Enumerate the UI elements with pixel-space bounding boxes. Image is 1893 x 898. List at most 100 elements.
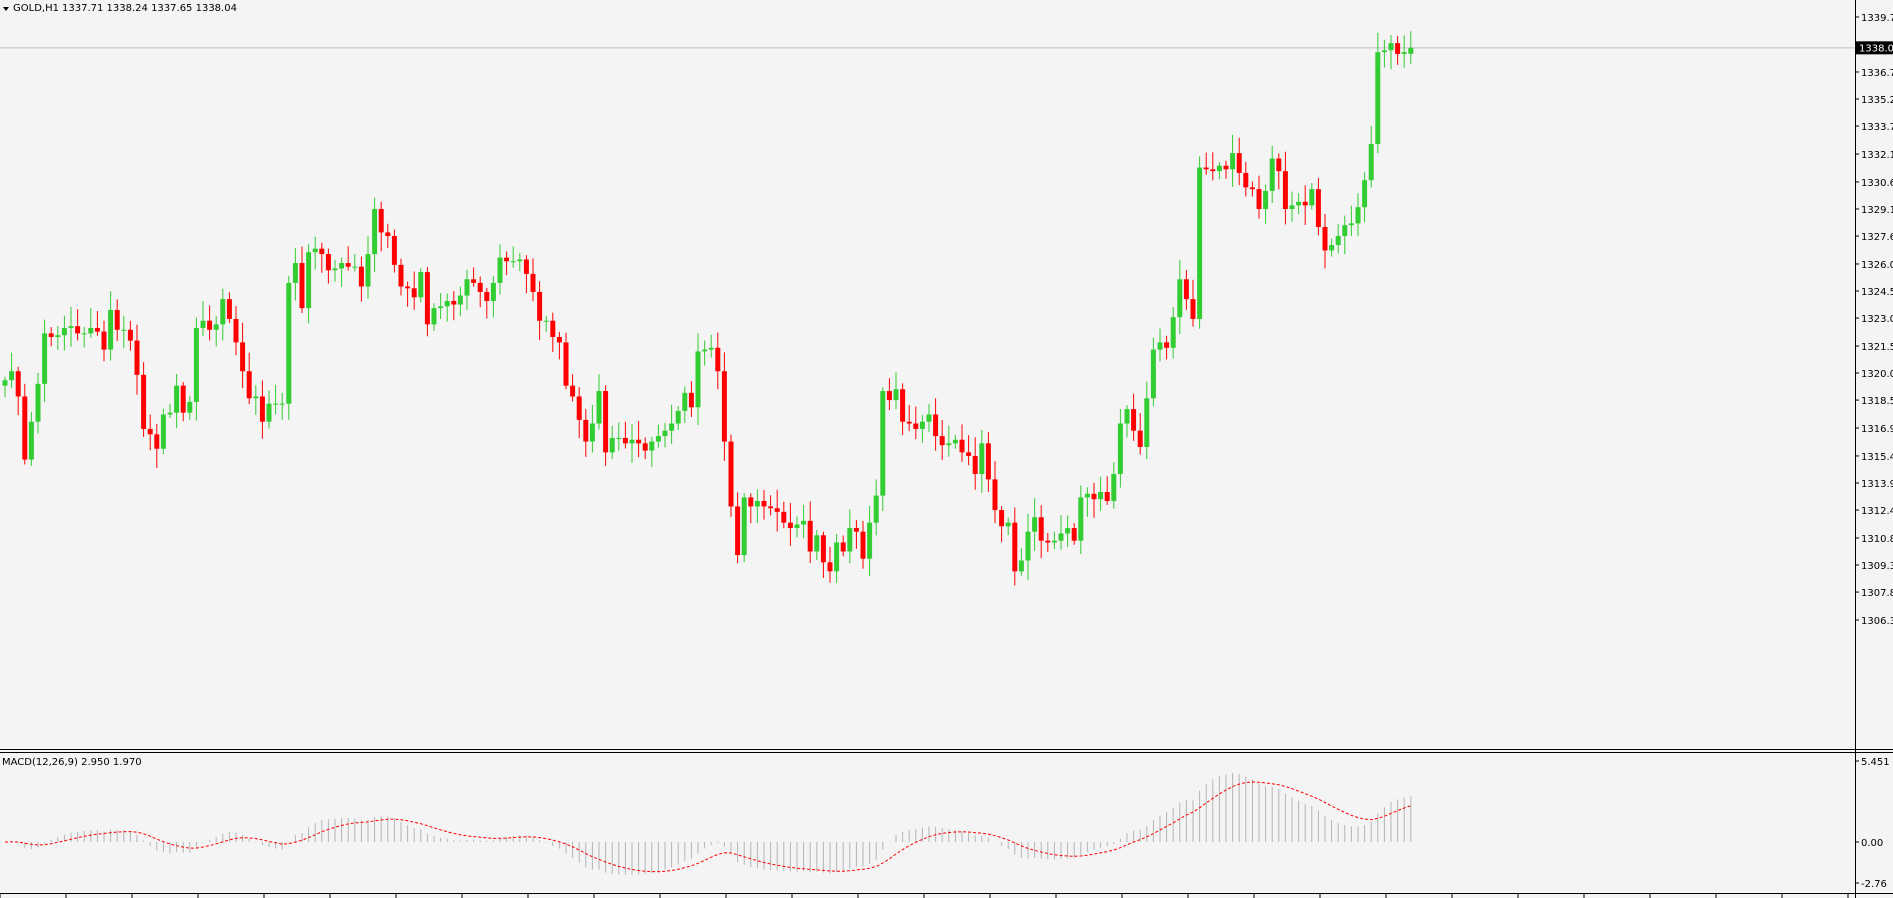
candle-bull	[200, 320, 206, 328]
candle-bear	[1210, 169, 1216, 172]
candle-bull	[655, 436, 661, 442]
candle-bear	[358, 266, 364, 287]
candle-bull	[543, 320, 549, 322]
candle-bull	[365, 254, 371, 287]
candle-bear	[1243, 172, 1249, 188]
candle-bull	[1368, 144, 1374, 181]
price-label: 1306.30	[1861, 616, 1893, 627]
candle-bull	[1078, 497, 1084, 541]
candle-bull	[669, 423, 675, 431]
current-price-text: 1338.04	[1859, 43, 1893, 54]
price-label: 1318.50	[1861, 396, 1893, 407]
candle-bear	[715, 347, 721, 372]
candle-bull	[1269, 158, 1275, 191]
macd-label: -2.76	[1861, 879, 1887, 890]
candle-bull	[457, 295, 463, 305]
candle-bear	[1131, 409, 1137, 431]
candle-bull	[1111, 473, 1117, 502]
candle-bull	[662, 430, 668, 437]
candle-bear	[1071, 528, 1077, 541]
candle-bull	[596, 391, 602, 424]
candle-bull	[1342, 225, 1348, 237]
candle-bear	[622, 437, 628, 444]
candle-bear	[141, 374, 147, 429]
price-label: 1320.00	[1861, 369, 1893, 380]
candle-bear	[1315, 189, 1321, 228]
candle-bull	[352, 266, 358, 268]
candle-bull	[1144, 398, 1150, 447]
candle-bull	[609, 437, 615, 453]
candle-bull	[108, 309, 114, 350]
price-label: 1316.95	[1861, 424, 1893, 435]
candle-bear	[1137, 430, 1143, 447]
candle-bull	[794, 524, 800, 529]
candle-bear	[556, 336, 562, 343]
candle-bull	[286, 282, 292, 404]
candle-bull	[1355, 207, 1361, 224]
candle-bear	[992, 479, 998, 511]
candle-bear	[748, 497, 754, 507]
candle-bear	[735, 506, 741, 556]
candle-bull	[1362, 180, 1368, 208]
candle-bull	[174, 385, 180, 413]
candle-bull	[266, 403, 272, 422]
candle-bear	[325, 254, 331, 271]
candle-bear	[959, 439, 965, 453]
candle-bear	[134, 340, 140, 375]
price-label: 1321.50	[1861, 342, 1893, 353]
candle-bull	[279, 403, 285, 405]
candle-bear	[860, 531, 866, 559]
price-label: 1335.20	[1861, 95, 1893, 106]
candle-bull	[121, 329, 127, 331]
candle-bull	[306, 252, 312, 309]
candle-bear	[259, 396, 265, 422]
candle-bear	[827, 562, 833, 572]
candle-bear	[853, 528, 859, 532]
time-axis-ticks	[0, 893, 1849, 898]
candle-bull	[649, 441, 655, 451]
candle-bear	[985, 443, 991, 480]
candle-bear	[246, 371, 252, 399]
price-axis: 1339.751338.201336.701335.201333.701332.…	[1855, 13, 1893, 627]
candle-bear	[787, 522, 793, 529]
price-label: 1309.35	[1861, 561, 1893, 572]
candles-layer	[2, 31, 1414, 586]
candle-bear	[75, 326, 81, 334]
candle-bull	[801, 520, 807, 525]
candle-bull	[1230, 153, 1236, 170]
candle-bear	[226, 299, 232, 319]
candle-bull	[35, 383, 41, 422]
candle-bull	[1025, 531, 1031, 561]
candle-bear	[147, 428, 153, 435]
candle-bull	[702, 349, 708, 352]
candle-bear	[906, 421, 912, 424]
candle-bear	[774, 508, 780, 512]
candle-bull	[187, 401, 193, 413]
candle-bear	[451, 300, 457, 305]
candle-bull	[675, 410, 681, 424]
candle-bear	[1038, 517, 1044, 541]
candle-bear	[570, 385, 576, 397]
macd-signal-line	[4, 781, 1411, 873]
candle-bull	[167, 412, 173, 415]
candle-bear	[688, 392, 694, 408]
price-label: 1330.60	[1861, 178, 1893, 189]
candle-bull	[1150, 349, 1156, 399]
candle-bull	[9, 371, 15, 381]
candle-bull	[1005, 522, 1011, 527]
candle-bear	[840, 542, 846, 552]
collapse-triangle-icon[interactable]	[3, 7, 9, 11]
candle-bull	[1263, 190, 1269, 209]
candle-bear	[966, 452, 972, 456]
candle-bear	[583, 419, 589, 442]
candle-bear	[233, 318, 239, 343]
candle-bull	[1117, 423, 1123, 474]
price-label: 1315.40	[1861, 452, 1893, 463]
candle-bear	[1322, 227, 1328, 251]
candle-bull	[926, 414, 932, 422]
candle-bear	[385, 232, 391, 237]
candle-bull	[1348, 223, 1354, 226]
candle-bear	[504, 257, 510, 262]
candle-bull	[741, 497, 747, 556]
